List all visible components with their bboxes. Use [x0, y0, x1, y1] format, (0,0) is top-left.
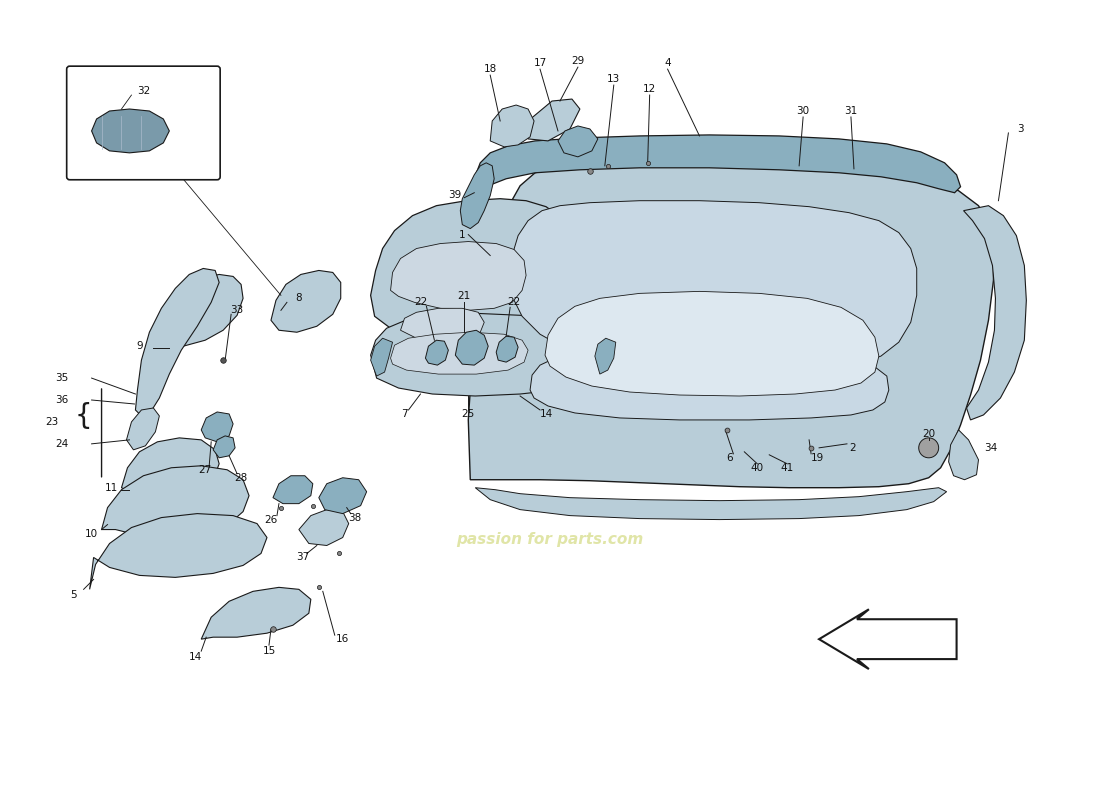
Text: 3: 3 [1018, 124, 1024, 134]
Text: 11: 11 [104, 482, 118, 493]
Text: 39: 39 [448, 190, 461, 200]
Polygon shape [820, 610, 957, 669]
Polygon shape [135, 269, 219, 416]
Text: 31: 31 [845, 106, 858, 116]
Text: 9: 9 [136, 341, 143, 351]
Text: 15: 15 [263, 646, 276, 656]
Polygon shape [201, 412, 233, 442]
Text: 19: 19 [811, 453, 824, 462]
Text: 38: 38 [348, 513, 361, 522]
Polygon shape [271, 270, 341, 332]
Text: 21: 21 [458, 291, 471, 302]
Text: 27: 27 [199, 465, 212, 474]
Text: 7: 7 [402, 409, 408, 419]
Text: 10: 10 [85, 529, 98, 538]
Text: 26: 26 [264, 514, 277, 525]
Text: 40: 40 [750, 462, 763, 473]
Polygon shape [371, 314, 600, 396]
Text: 24: 24 [55, 439, 68, 449]
Text: 22: 22 [507, 298, 520, 307]
Text: 14: 14 [539, 409, 552, 419]
Text: 6: 6 [726, 453, 733, 462]
Text: 4: 4 [664, 58, 671, 68]
Text: 5: 5 [70, 590, 77, 600]
Polygon shape [89, 514, 267, 590]
Polygon shape [510, 201, 916, 370]
Text: 1: 1 [459, 230, 465, 239]
Polygon shape [273, 476, 312, 504]
Polygon shape [558, 126, 597, 157]
Polygon shape [426, 340, 449, 365]
Polygon shape [544, 291, 879, 396]
Polygon shape [528, 99, 580, 141]
Polygon shape [162, 274, 243, 350]
Polygon shape [319, 478, 366, 514]
Text: passion for parts.com: passion for parts.com [456, 532, 644, 547]
Polygon shape [496, 336, 518, 362]
Text: 16: 16 [337, 634, 350, 644]
Text: 30: 30 [796, 106, 810, 116]
Text: 41: 41 [781, 462, 794, 473]
Polygon shape [91, 109, 169, 153]
Polygon shape [400, 308, 484, 340]
Polygon shape [475, 488, 947, 519]
Text: 37: 37 [296, 553, 309, 562]
Text: 20: 20 [922, 429, 935, 439]
Text: 2: 2 [849, 443, 856, 453]
Text: 14: 14 [188, 652, 202, 662]
Polygon shape [299, 510, 349, 546]
Polygon shape [475, 135, 960, 193]
Polygon shape [964, 206, 1026, 420]
Polygon shape [126, 408, 160, 450]
Text: 29: 29 [571, 56, 584, 66]
Text: 35: 35 [55, 373, 68, 383]
Circle shape [918, 438, 938, 458]
Polygon shape [201, 587, 311, 639]
Polygon shape [469, 163, 993, 488]
Text: 23: 23 [45, 417, 58, 427]
Polygon shape [390, 332, 528, 374]
Text: 18: 18 [484, 64, 497, 74]
Polygon shape [371, 338, 393, 376]
Polygon shape [460, 163, 494, 229]
Polygon shape [948, 430, 979, 480]
Text: 28: 28 [234, 473, 248, 482]
Polygon shape [390, 242, 526, 310]
FancyBboxPatch shape [67, 66, 220, 180]
Polygon shape [595, 338, 616, 374]
Text: 25: 25 [462, 409, 475, 419]
Polygon shape [101, 466, 249, 538]
Text: 13: 13 [607, 74, 620, 84]
Text: 36: 36 [55, 395, 68, 405]
Text: 34: 34 [983, 443, 997, 453]
Text: 32: 32 [136, 86, 150, 96]
Text: 17: 17 [534, 58, 547, 68]
Polygon shape [530, 349, 889, 420]
Polygon shape [455, 330, 488, 365]
Text: 33: 33 [231, 306, 244, 315]
Polygon shape [121, 438, 219, 498]
Text: {: { [75, 402, 92, 430]
Text: 12: 12 [644, 84, 657, 94]
Text: 8: 8 [296, 294, 303, 303]
Polygon shape [213, 436, 235, 458]
Text: 22: 22 [414, 298, 427, 307]
Polygon shape [491, 105, 535, 147]
Polygon shape [371, 198, 572, 340]
